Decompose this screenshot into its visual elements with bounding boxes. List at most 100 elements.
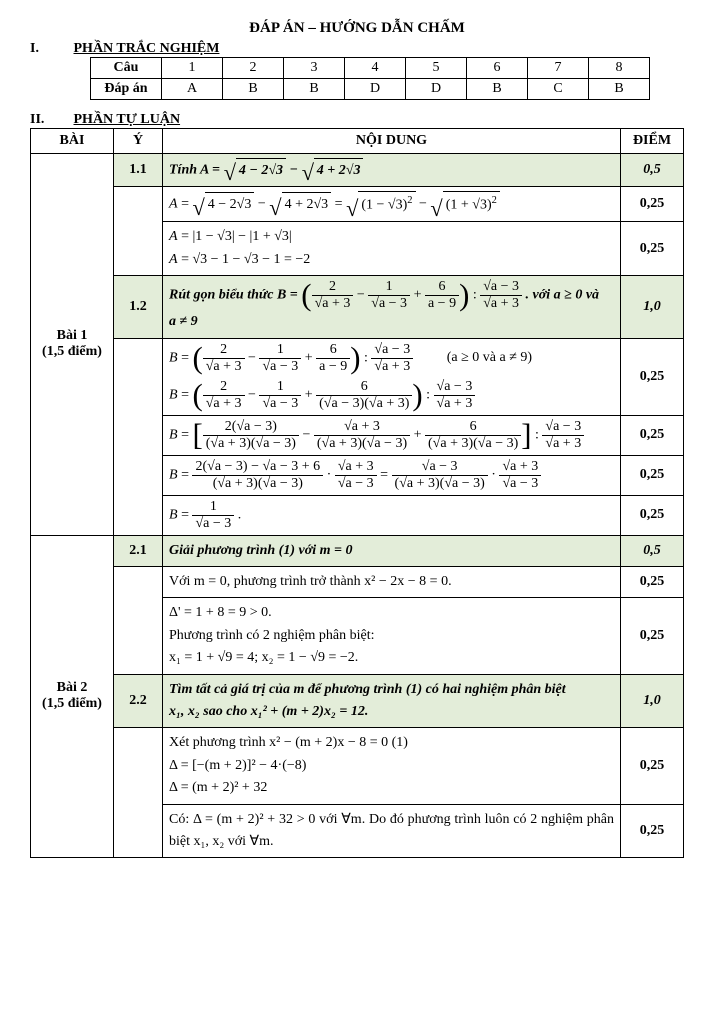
table-row: Bài 2 (1,5 điểm) 2.1 Giải phương trình (… xyxy=(31,535,684,566)
txt: a ≠ 9 xyxy=(169,311,614,333)
mc-dapan-label: Đáp án xyxy=(91,79,162,100)
nd-cell: B = [ 2(√a − 3)(√a + 3)(√a − 3) − √a + 3… xyxy=(163,415,621,455)
txt: Tìm tất cả giá trị của m để phương trình… xyxy=(169,679,614,701)
score: 0,25 xyxy=(621,567,684,598)
section-2-label: PHẦN TỰ LUẬN xyxy=(74,112,181,127)
y-empty xyxy=(114,338,163,535)
txt: Δ = (m + 2)² + 32 xyxy=(169,777,614,799)
nd-cell: Với m = 0, phương trình trở thành x² − 2… xyxy=(163,567,621,598)
table-row: A = √4 − 2√3 − √4 + 2√3 = √(1 − √3)2 − √… xyxy=(31,187,684,222)
table-row: 2.2 Tìm tất cả giá trị của m để phương t… xyxy=(31,674,684,728)
txt: Δ = [−(m + 2)]² − 4·(−8) xyxy=(169,755,614,777)
score: 0,25 xyxy=(621,728,684,804)
hdr-y: Ý xyxy=(114,129,163,154)
score: 1,0 xyxy=(621,276,684,338)
math: √4 + 2√3 xyxy=(302,158,364,182)
nd-2.1: Giải phương trình (1) với m = 0 xyxy=(163,535,621,566)
mc-num: 7 xyxy=(528,58,589,79)
table-row: B = ( 2√a + 3 − 1√a − 3 + 6a − 9 ) : √a … xyxy=(31,338,684,415)
txt: Tính A = xyxy=(169,162,224,177)
table-row: 1.2 Rút gọn biểu thức B = ( 2√a + 3 − 1√… xyxy=(31,276,684,338)
hdr-bai: BÀI xyxy=(31,129,114,154)
y-2.1: 2.1 xyxy=(114,535,163,566)
y-empty xyxy=(114,187,163,276)
table-row: Bài 1 (1,5 điểm) 1.1 Tính A = √4 − 2√3 −… xyxy=(31,154,684,187)
score: 0,5 xyxy=(621,154,684,187)
mc-num: 4 xyxy=(345,58,406,79)
mc-cau-label: Câu xyxy=(91,58,162,79)
cond: (a ≥ 0 và a ≠ 9) xyxy=(447,350,532,365)
mc-ans: B xyxy=(284,79,345,100)
bai1-label: Bài 1 xyxy=(57,328,88,343)
mc-num: 3 xyxy=(284,58,345,79)
mc-num: 8 xyxy=(589,58,650,79)
bai2-label: Bài 2 xyxy=(57,680,88,695)
nd-cell: B = 2(√a − 3) − √a − 3 + 6(√a + 3)(√a − … xyxy=(163,455,621,495)
mc-ans: D xyxy=(406,79,467,100)
score: 0,25 xyxy=(621,495,684,535)
essay-header-row: BÀI Ý NỘI DUNG ĐIỂM xyxy=(31,129,684,154)
mc-ans: C xyxy=(528,79,589,100)
page-title: ĐÁP ÁN – HƯỚNG DẪN CHẤM xyxy=(30,20,684,37)
txt: Rút gọn biểu thức B = xyxy=(169,288,301,303)
table-row: Xét phương trình x² − (m + 2)x − 8 = 0 (… xyxy=(31,728,684,804)
multiple-choice-table: Câu 1 2 3 4 5 6 7 8 Đáp án A B B D D B C… xyxy=(90,57,650,100)
nd-1.1: Tính A = √4 − 2√3 − √4 + 2√3 xyxy=(163,154,621,187)
bai1-points: (1,5 điểm) xyxy=(42,344,102,359)
section-2-header: II. PHẦN TỰ LUẬN xyxy=(30,112,684,128)
section-1-header: I. PHẦN TRẮC NGHIỆM xyxy=(30,41,684,57)
nd-cell: A = √4 − 2√3 − √4 + 2√3 = √(1 − √3)2 − √… xyxy=(163,187,621,222)
mc-row-cau: Câu 1 2 3 4 5 6 7 8 xyxy=(91,58,650,79)
table-row: Với m = 0, phương trình trở thành x² − 2… xyxy=(31,567,684,598)
score: 1,0 xyxy=(621,674,684,728)
score: 0,5 xyxy=(621,535,684,566)
txt: Phương trình có 2 nghiệm phân biệt: xyxy=(169,625,614,647)
y-1.1: 1.1 xyxy=(114,154,163,187)
nd-cell: B = 1√a − 3 . xyxy=(163,495,621,535)
nd-cell: A = |1 − √3| − |1 + √3| A = √3 − 1 − √3 … xyxy=(163,222,621,276)
bai2-points: (1,5 điểm) xyxy=(42,696,102,711)
math: ( 2√a + 3 − 1√a − 3 + 6a − 9 ) xyxy=(301,280,469,311)
score: 0,25 xyxy=(621,598,684,674)
y-empty xyxy=(114,567,163,675)
section-1-roman: I. xyxy=(30,41,70,57)
mc-ans: A xyxy=(162,79,223,100)
bai1-label-cell: Bài 1 (1,5 điểm) xyxy=(31,154,114,536)
section-2-roman: II. xyxy=(30,112,70,128)
mc-row-dapan: Đáp án A B B D D B C B xyxy=(91,79,650,100)
bai2-label-cell: Bài 2 (1,5 điểm) xyxy=(31,535,114,858)
mc-ans: B xyxy=(467,79,528,100)
score: 0,25 xyxy=(621,187,684,222)
nd-cell: Δ' = 1 + 8 = 9 > 0. Phương trình có 2 ng… xyxy=(163,598,621,674)
mc-num: 2 xyxy=(223,58,284,79)
mc-ans: B xyxy=(223,79,284,100)
math: √4 − 2√3 xyxy=(224,158,286,182)
txt: Xét phương trình x² − (m + 2)x − 8 = 0 (… xyxy=(169,732,614,754)
score: 0,25 xyxy=(621,455,684,495)
mc-ans: D xyxy=(345,79,406,100)
txt: x₁ = 1 + √9 = 4; x₂ = 1 − √9 = −2. xyxy=(169,647,614,669)
nd-cell: Có: Δ = (m + 2)² + 32 > 0 với ∀m. Do đó … xyxy=(163,804,621,858)
nd-cell: B = ( 2√a + 3 − 1√a − 3 + 6a − 9 ) : √a … xyxy=(163,338,621,415)
y-1.2: 1.2 xyxy=(114,276,163,338)
mc-num: 1 xyxy=(162,58,223,79)
nd-cell: Xét phương trình x² − (m + 2)x − 8 = 0 (… xyxy=(163,728,621,804)
nd-1.2: Rút gọn biểu thức B = ( 2√a + 3 − 1√a − … xyxy=(163,276,621,338)
txt: Δ' = 1 + 8 = 9 > 0. xyxy=(169,602,614,624)
score: 0,25 xyxy=(621,415,684,455)
essay-table: BÀI Ý NỘI DUNG ĐIỂM Bài 1 (1,5 điểm) 1.1… xyxy=(30,128,684,858)
nd-2.2: Tìm tất cả giá trị của m để phương trình… xyxy=(163,674,621,728)
score: 0,25 xyxy=(621,804,684,858)
y-empty xyxy=(114,728,163,858)
txt: x₁, x₂ sao cho x₁² + (m + 2)x₂ = 12. xyxy=(169,701,614,723)
mc-num: 6 xyxy=(467,58,528,79)
y-2.2: 2.2 xyxy=(114,674,163,728)
mc-ans: B xyxy=(589,79,650,100)
txt: . với a ≥ 0 và xyxy=(526,288,600,303)
mc-num: 5 xyxy=(406,58,467,79)
hdr-diem: ĐIỂM xyxy=(621,129,684,154)
score: 0,25 xyxy=(621,338,684,415)
hdr-nd: NỘI DUNG xyxy=(163,129,621,154)
score: 0,25 xyxy=(621,222,684,276)
section-1-label: PHẦN TRẮC NGHIỆM xyxy=(74,41,220,56)
